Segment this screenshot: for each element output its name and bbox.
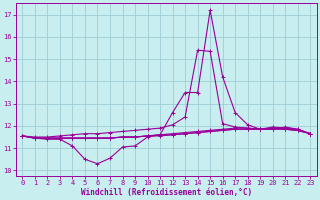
X-axis label: Windchill (Refroidissement éolien,°C): Windchill (Refroidissement éolien,°C) xyxy=(81,188,252,197)
